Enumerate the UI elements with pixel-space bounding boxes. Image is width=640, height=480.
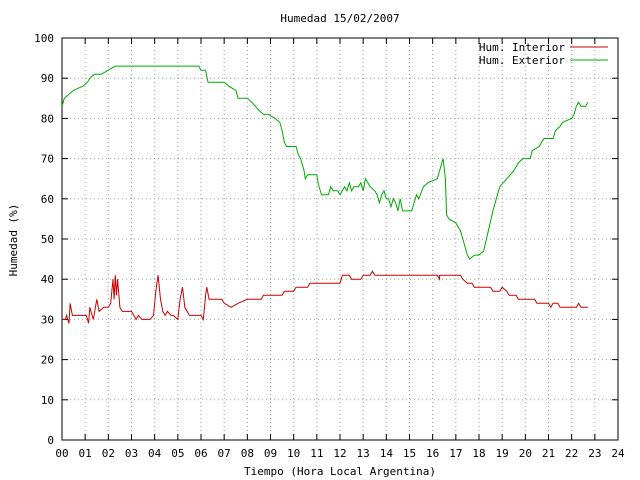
x-tick-label: 23	[588, 447, 601, 460]
y-tick-label: 50	[41, 233, 54, 246]
legend: Hum. Interior Hum. Exterior	[479, 41, 608, 67]
x-tick-label: 17	[449, 447, 462, 460]
y-tick-label: 70	[41, 153, 54, 166]
y-tick-label: 40	[41, 273, 54, 286]
x-tick-label: 04	[148, 447, 162, 460]
x-tick-label: 21	[542, 447, 555, 460]
x-tick-label: 13	[357, 447, 370, 460]
y-tick-label: 10	[41, 394, 54, 407]
x-tick-label: 08	[241, 447, 254, 460]
legend-label-exterior: Hum. Exterior	[479, 54, 565, 67]
x-tick-label: 11	[310, 447, 323, 460]
x-tick-label: 18	[472, 447, 485, 460]
x-tick-label: 14	[380, 447, 394, 460]
x-tick-label: 07	[218, 447, 231, 460]
y-tick-label: 30	[41, 313, 54, 326]
x-tick-label: 00	[55, 447, 68, 460]
y-tick-label: 80	[41, 112, 54, 125]
legend-label-interior: Hum. Interior	[479, 41, 565, 54]
x-axis-label: Tiempo (Hora Local Argentina)	[244, 465, 436, 478]
y-tick-label: 60	[41, 193, 54, 206]
x-tick-label: 01	[79, 447, 92, 460]
x-tick-label: 10	[287, 447, 300, 460]
x-tick-label: 16	[426, 447, 439, 460]
x-tick-label: 24	[611, 447, 625, 460]
y-tick-label: 0	[47, 434, 54, 447]
x-tick-label: 09	[264, 447, 277, 460]
series-lines	[61, 65, 589, 324]
x-tick-label: 20	[519, 447, 532, 460]
y-tick-label: 20	[41, 354, 54, 367]
x-tick-label: 02	[102, 447, 115, 460]
x-tick-label: 06	[194, 447, 207, 460]
x-tick-label: 15	[403, 447, 416, 460]
y-axis-label: Humedad (%)	[7, 204, 20, 277]
chart-title: Humedad 15/02/2007	[280, 12, 399, 25]
x-tick-label: 19	[496, 447, 509, 460]
y-tick-label: 100	[34, 32, 54, 45]
grid-lines	[62, 38, 618, 440]
x-tick-label: 12	[333, 447, 346, 460]
series-line-interior	[62, 270, 588, 324]
series-line-exterior	[61, 65, 589, 260]
x-tick-label: 05	[171, 447, 184, 460]
x-tick-label: 22	[565, 447, 578, 460]
y-tick-label: 90	[41, 72, 54, 85]
x-tick-label: 03	[125, 447, 138, 460]
axis-ticks: 00 01 02 03 04 05 06 07 08 09 10 11 12 13 14 15 16 17 18 19…	[34, 32, 625, 460]
